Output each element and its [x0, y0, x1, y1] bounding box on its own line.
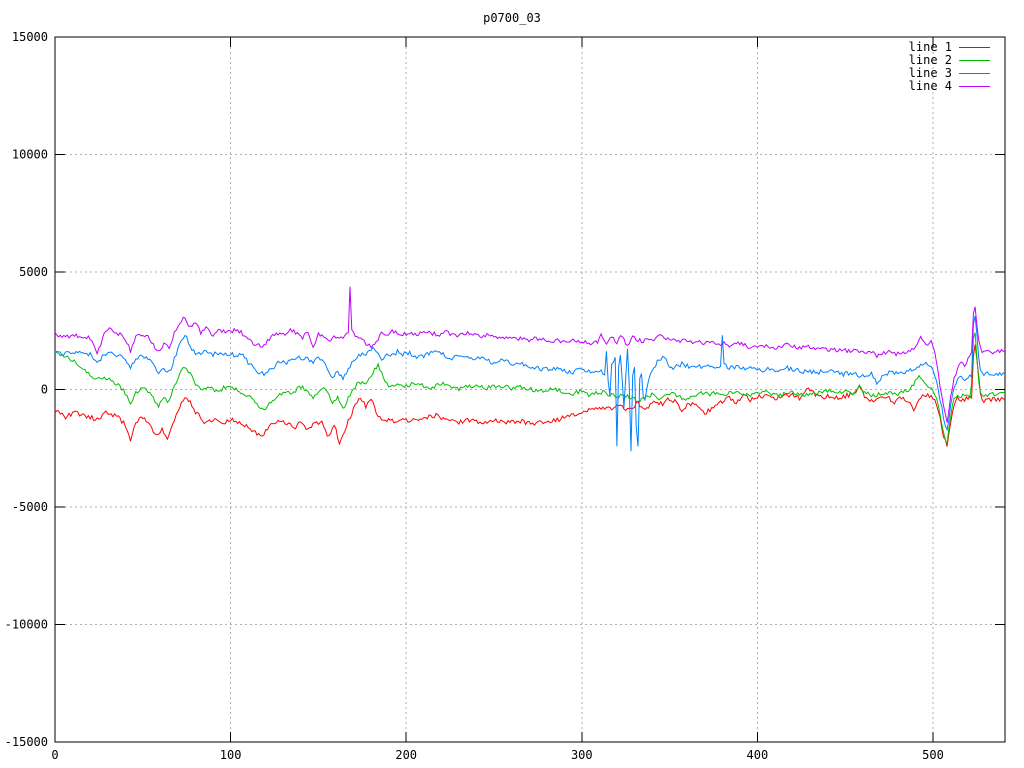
x-tick-label-400: 400 — [747, 748, 769, 762]
y-tick-label-5000: 5000 — [19, 265, 48, 279]
x-tick-label-100: 100 — [220, 748, 242, 762]
legend-entry-line-3: line 3 — [909, 67, 990, 80]
y-tick-label--10000: -10000 — [5, 618, 48, 632]
x-tick-label-500: 500 — [922, 748, 944, 762]
legend-entry-line-2: line 2 — [909, 54, 990, 67]
y-tick-label-10000: 10000 — [12, 148, 48, 162]
x-tick-label-0: 0 — [51, 748, 58, 762]
series-line-4 — [54, 286, 1006, 423]
legend-label: line 2 — [908, 53, 952, 67]
legend-label: line 4 — [908, 79, 952, 93]
y-tick-label-0: 0 — [41, 383, 48, 397]
legend: line 1 line 2 line 3 line 4 — [909, 41, 990, 93]
series-line-2 — [54, 332, 1006, 445]
y-tick-label--15000: -15000 — [5, 735, 48, 749]
chart-title: p0700_03 — [483, 11, 541, 25]
y-tick-label--5000: -5000 — [12, 500, 48, 514]
x-tick-label-200: 200 — [395, 748, 417, 762]
series-line-1 — [54, 344, 1006, 447]
legend-label: line 3 — [908, 66, 952, 80]
legend-label: line 1 — [908, 40, 952, 54]
legend-line-sample — [959, 73, 990, 74]
legend-line-sample — [959, 60, 990, 61]
legend-entry-line-1: line 1 — [909, 41, 990, 54]
legend-line-sample — [959, 86, 990, 87]
y-tick-label-15000: 15000 — [12, 30, 48, 44]
plot-border — [54, 36, 1006, 743]
series-line-3 — [54, 315, 1006, 452]
x-tick-label-300: 300 — [571, 748, 593, 762]
legend-line-sample — [959, 47, 990, 48]
legend-entry-line-4: line 4 — [909, 80, 990, 93]
